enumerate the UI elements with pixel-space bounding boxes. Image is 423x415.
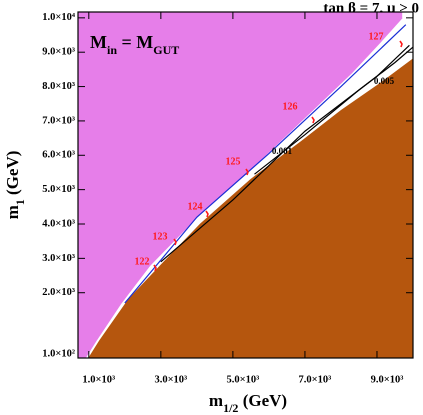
higgs-mass-label: 122 <box>135 256 150 267</box>
x-axis-label-part: 1/2 <box>223 401 238 415</box>
y-axis-label-part: (GeV) <box>3 151 22 200</box>
contour-label: 0.001 <box>272 146 293 156</box>
region-fill <box>78 12 403 358</box>
y-tick-label: 6.0×10³ <box>42 150 75 161</box>
y-tick-label: 7.0×10³ <box>42 115 75 126</box>
x-axis-label-part: m <box>209 391 223 410</box>
x-axis-label-part: (GeV) <box>238 391 287 410</box>
x-tick-label: 9.0×10³ <box>371 374 404 385</box>
inset-label-part: GUT <box>153 43 179 57</box>
x-tick-label: 7.0×10³ <box>299 374 332 385</box>
higgs-mass-label: 123 <box>153 231 168 242</box>
higgs-mass-marker <box>245 168 249 176</box>
y-tick-label: 9.0×10³ <box>42 47 75 58</box>
x-tick-label: 5.0×10³ <box>227 374 260 385</box>
y-tick-label: 5.0×10³ <box>42 184 75 195</box>
y-tick-label: 1.0×10⁴ <box>42 12 76 23</box>
y-axis-label-part: 1 <box>13 199 27 205</box>
higgs-mass-label: 125 <box>226 156 241 167</box>
contour-label: 0.005 <box>374 76 395 86</box>
inset-label-part: = M <box>117 32 153 52</box>
x-tick-label: 1.0×10³ <box>82 374 115 385</box>
higgs-mass-label: 124 <box>188 201 203 212</box>
y-tick-label: 1.0×10² <box>42 348 75 359</box>
x-tick-label: 3.0×10³ <box>154 374 187 385</box>
y-tick-label: 4.0×10³ <box>42 218 75 229</box>
higgs-mass-marker <box>173 238 177 246</box>
y-axis-label-part: m <box>3 205 22 219</box>
region-edge <box>88 58 413 358</box>
y-tick-label: 2.0×10³ <box>42 287 75 298</box>
higgs-mass-marker <box>311 116 315 124</box>
region-fill <box>88 59 413 358</box>
inset-label-part: M <box>90 32 107 52</box>
x-axis-label: m1/2 (GeV) <box>209 391 287 415</box>
higgs-mass-marker <box>399 40 403 48</box>
higgs-mass-marker <box>205 210 209 218</box>
inset-label-part: in <box>107 43 117 57</box>
contour-line <box>254 46 413 175</box>
inset-label: Min = MGUT <box>90 32 179 57</box>
higgs-mass-label: 126 <box>283 101 298 112</box>
higgs-mass-label: 127 <box>369 31 384 42</box>
contour-line <box>124 24 407 304</box>
y-axis-label: m1 (GeV) <box>3 151 27 220</box>
higgs-mass-marker <box>153 264 157 272</box>
plot-frame <box>77 11 414 359</box>
y-tick-label: 8.0×10³ <box>42 81 75 92</box>
y-tick-label: 3.0×10³ <box>42 253 75 264</box>
contour-line <box>160 44 410 263</box>
